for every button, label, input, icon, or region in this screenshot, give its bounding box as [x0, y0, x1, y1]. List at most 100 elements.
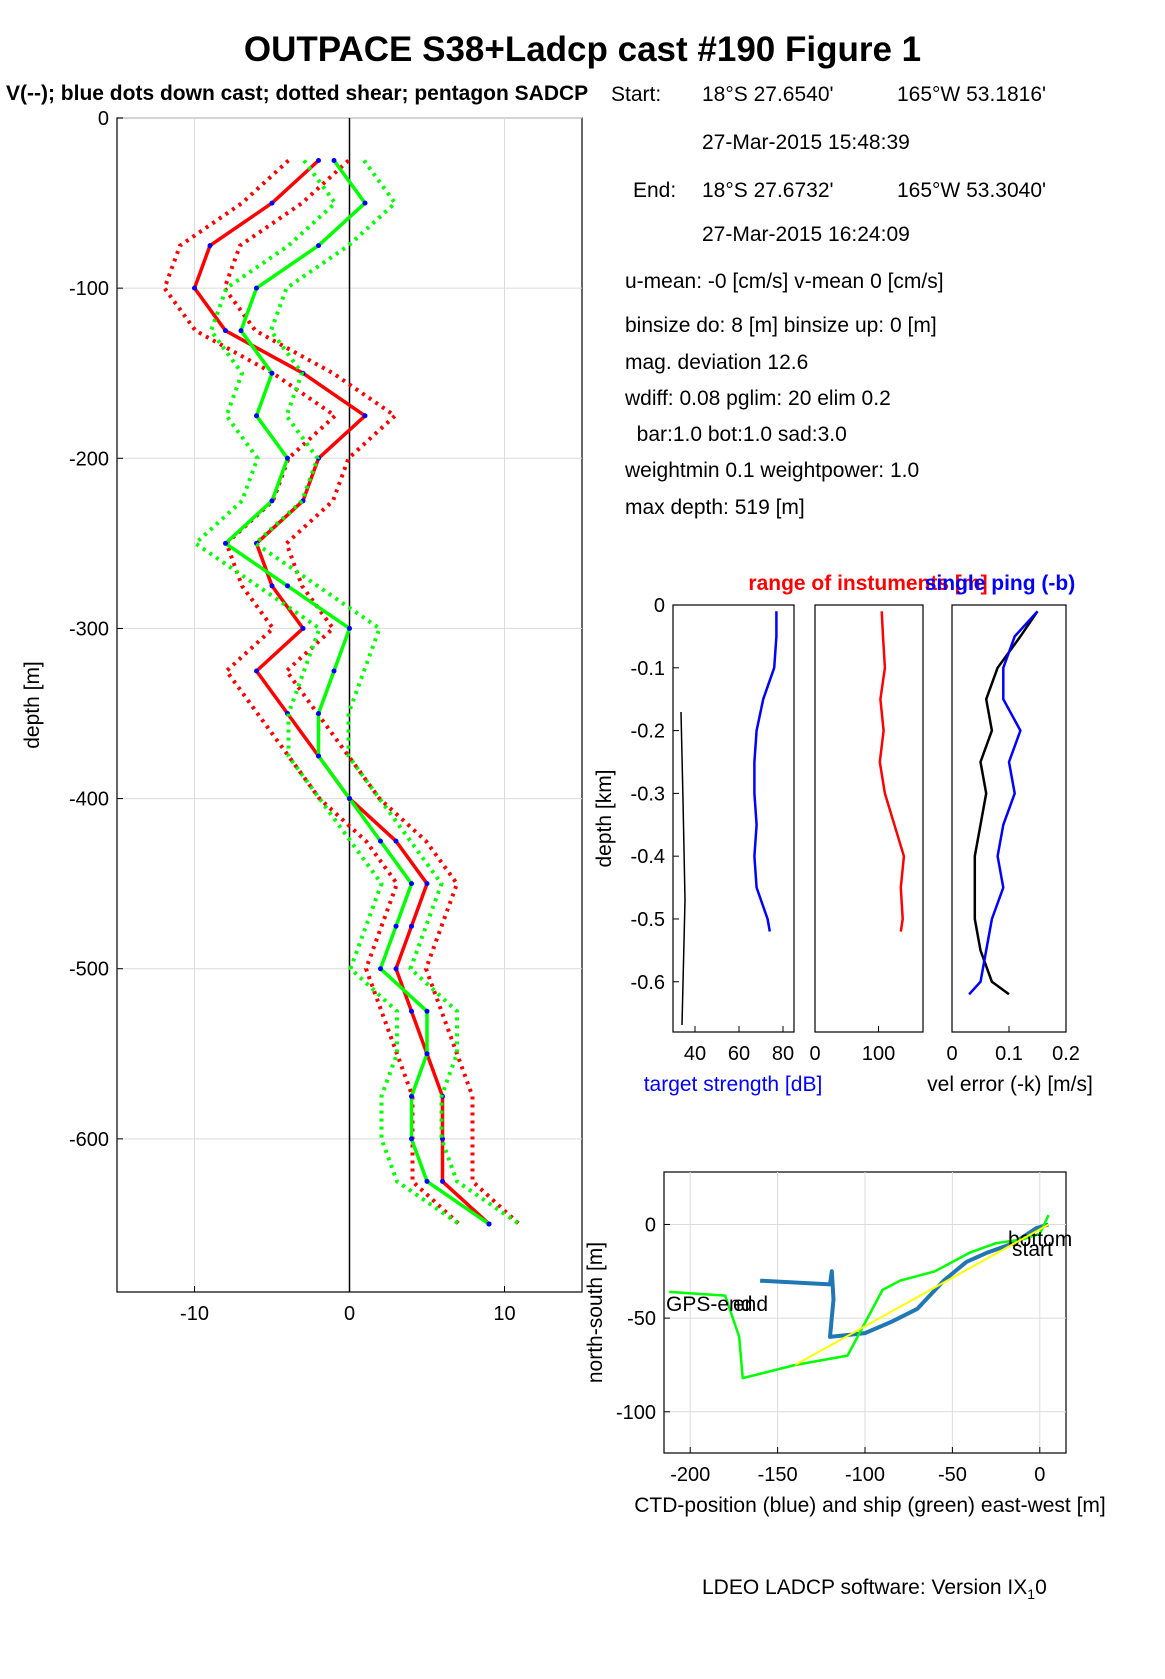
velocity-profile-ytick-label: -600 [69, 1129, 109, 1151]
binsize-line: binsize do: 8 [m] binsize up: 0 [m] [625, 314, 937, 337]
velocity-profile-downcast-dot [378, 966, 383, 972]
velocity-profile-downcast-dot [254, 413, 259, 419]
velocity-profile-downcast-dot [192, 285, 197, 291]
track-series-CTD-position [759, 1222, 1050, 1339]
velocity-profile-ytick-label: -300 [69, 618, 109, 640]
velocity-profile-series-V [223, 159, 490, 1226]
target-strength-axes-box [672, 604, 795, 1033]
range-xtick-label: 0 [809, 1043, 820, 1065]
target-strength-ytick-label: -0.2 [631, 721, 665, 743]
track-xtick-label: -200 [670, 1464, 710, 1486]
track-ytick-label: -100 [616, 1402, 656, 1424]
range-plot: 0 100 [809, 604, 924, 1065]
velocity-profile-downcast-dot [409, 1136, 414, 1142]
target-strength-ytick-label: -0.5 [631, 909, 665, 931]
velocity-profile-shear-U [222, 159, 521, 1226]
velocity-profile-ytick-label: -200 [69, 448, 109, 470]
target-strength-plot: 40 60 80 -0.6 -0.5 -0.4 -0.3 -0.2 -0.1 0 depth [km… [593, 572, 988, 1096]
velocity-profile-downcast-dot [269, 583, 275, 589]
track-label-bottom: bottom [1008, 1228, 1072, 1251]
target-strength-series-target-strength [753, 611, 778, 932]
velocity-profile-shear-V [192, 159, 461, 1226]
velocity-profile-downcast-dot [300, 625, 306, 631]
velocity-profile-downcast-dot [223, 328, 228, 334]
velocity-profile-downcast-dot [347, 796, 352, 802]
start-lat: 18°S 27.6540' [702, 83, 834, 106]
velocity-profile-downcast-dot [238, 328, 244, 334]
velocity-profile-downcast-dot [424, 1051, 430, 1057]
velocity-profile-downcast-dot [316, 243, 321, 249]
velocity-profile-downcast-dot [393, 838, 399, 844]
velocity-profile-downcast-dot [409, 923, 414, 929]
velocity-profile-downcast-dot [316, 158, 321, 164]
figure-title: OUTPACE S38+Ladcp cast #190 Figure 1 [243, 30, 922, 69]
velocity-error-plot: 0 0.1 0.2 vel error (-k) [m/s] single ping (… [925, 572, 1093, 1096]
track-ylabel: north-south [m] [584, 1242, 607, 1383]
velocity-profile-downcast-dot [424, 1008, 430, 1014]
velocity-profile-downcast-dot [347, 625, 352, 631]
velocity-profile-ylabel: depth [m] [21, 661, 44, 749]
range-xtick-label: 100 [862, 1043, 895, 1065]
track-xtick-label: -100 [845, 1464, 885, 1486]
track-ytick-label: -50 [627, 1308, 656, 1330]
velocity-profile-downcast-dot [269, 370, 275, 376]
track-xtick-label: -50 [938, 1464, 967, 1486]
end-lat: 18°S 27.6732' [702, 179, 834, 202]
velocity-profile-xtick-label: 0 [344, 1303, 355, 1325]
mean-line: u-mean: -0 [cm/s] v-mean 0 [cm/s] [625, 270, 944, 293]
target-strength-ytick-label: -0.4 [631, 846, 665, 868]
target-strength-ytick-label: -0.6 [631, 972, 665, 994]
velocity-profile-downcast-dot [409, 1008, 414, 1014]
velocity-profile-downcast-dot [393, 923, 399, 929]
target-strength-ylabel: depth [km] [593, 769, 616, 867]
velocity-profile-downcast-dot [409, 1093, 414, 1099]
weight-line: weightmin 0.1 weightpower: 1.0 [625, 459, 920, 482]
track-label-gps-end: GPS-end [666, 1293, 752, 1316]
velocity-profile-ytick-label: 0 [98, 108, 109, 130]
footer-text: LDEO LADCP software: Version IX [702, 1576, 1028, 1599]
velocity-profile-downcast-dot [285, 455, 290, 461]
velocity-error-xtick-label: 0 [946, 1043, 957, 1065]
velocity-profile-downcast-dot [486, 1221, 492, 1227]
velocity-error-xtick-label: 0.2 [1052, 1043, 1080, 1065]
end-label: End: [633, 179, 677, 202]
velocity-profile-downcast-dot [269, 200, 275, 206]
velocity-error-title: single ping (-b) [925, 572, 1075, 595]
footer-subscript: 1 [1027, 1586, 1036, 1603]
track-xlabel: CTD-position (blue) and ship (green) eas… [634, 1494, 1106, 1517]
track-plot: -200 -150 -100 -50 0 -100 -50 0 north-south [m] C… [584, 1171, 1106, 1517]
wdiff-line: wdiff: 0.08 pglim: 20 elim 0.2 [625, 387, 891, 410]
velocity-profile-downcast-dot [424, 1178, 430, 1184]
velocity-profile-xtick-label: 10 [493, 1303, 515, 1325]
figure-subtitle: V(--); blue dots down cast; dotted shear… [6, 82, 589, 105]
velocity-error-series-vel-error [973, 610, 1039, 996]
track-xtick-label: 0 [1034, 1464, 1045, 1486]
target-strength-ytick-label: -0.1 [631, 658, 665, 680]
target-strength-reference-line [680, 711, 686, 1026]
end-time: 27-Mar-2015 16:24:09 [702, 223, 910, 246]
velocity-error-series-single-ping [968, 610, 1039, 996]
velocity-profile-downcast-dot [378, 838, 383, 844]
velocity-profile-downcast-dot [331, 158, 337, 164]
velocity-profile-downcast-dot [331, 668, 337, 674]
range-axes-box [814, 604, 924, 1033]
target-strength-title: range of instuments [m] [748, 572, 987, 595]
track-label-end: end [733, 1293, 768, 1316]
track-xtick-label: -150 [758, 1464, 798, 1486]
velocity-profile-downcast-dot [440, 1136, 445, 1142]
start-label: Start: [611, 83, 662, 106]
start-time: 27-Mar-2015 15:48:39 [702, 131, 910, 154]
velocity-profile-downcast-dot [316, 753, 321, 759]
track-label-start: start [1012, 1238, 1053, 1261]
velocity-profile-shear2-U [162, 159, 461, 1226]
velocity-error-axes-box [951, 604, 1067, 1033]
start-lon: 165°W 53.1816' [897, 83, 1047, 106]
velocity-profile-downcast-dot [223, 540, 228, 546]
velocity-profile-downcast-dot [409, 881, 414, 887]
velocity-profile-downcast-dot [207, 243, 213, 249]
track-series-ship [669, 1214, 1050, 1380]
bar-line: bar:1.0 bot:1.0 sad:3.0 [625, 423, 847, 446]
velocity-profile-downcast-dot [424, 881, 430, 887]
velocity-profile-downcast-dot [362, 413, 368, 419]
